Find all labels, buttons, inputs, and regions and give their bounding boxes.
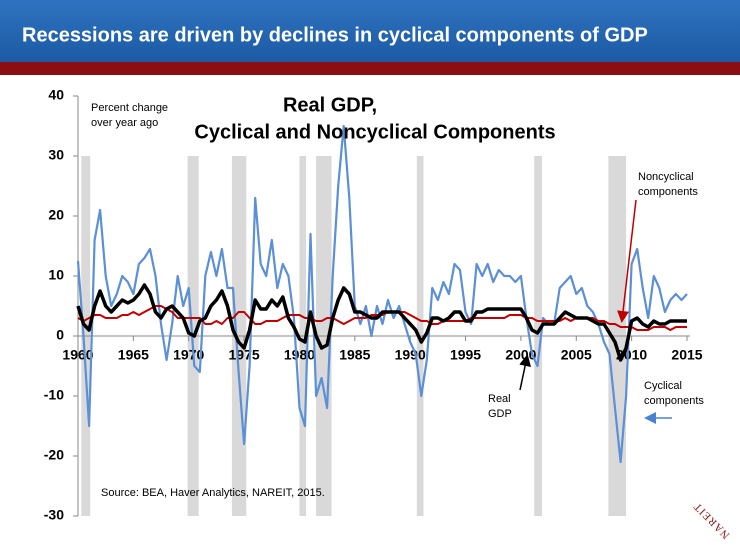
y-tick-label: -30	[44, 507, 64, 523]
arrow	[519, 354, 532, 391]
source: Source: BEA, Haver Analytics, NAREIT, 20…	[101, 487, 325, 499]
series-label: Real GDP	[488, 393, 514, 420]
y-tick-label: -20	[44, 447, 64, 463]
x-tick-label: 1980	[284, 347, 315, 363]
y-tick-label: 40	[48, 87, 64, 103]
chart-title: Real GDP,	[283, 94, 377, 116]
x-tick-label: 1985	[339, 347, 370, 363]
y-tick-label: -10	[44, 387, 64, 403]
y-tick-label: 0	[56, 327, 64, 343]
header-stripe	[0, 62, 740, 75]
x-tick-label: 1970	[173, 347, 204, 363]
logo: NAREIT	[691, 500, 732, 541]
y-label: over year ago	[91, 117, 158, 129]
y-label: Percent change	[91, 102, 168, 114]
x-tick-label: 1965	[118, 347, 149, 363]
x-tick-label: 1960	[62, 347, 93, 363]
y-tick-label: 20	[48, 207, 64, 223]
arrow	[617, 199, 637, 323]
series-line	[76, 283, 687, 362]
series-label: Noncyclical components	[638, 171, 698, 198]
header-bar	[0, 0, 740, 62]
x-tick-label: 1995	[450, 347, 481, 363]
series-line	[76, 124, 688, 464]
y-tick-label: 10	[48, 267, 64, 283]
x-tick-label: 2015	[671, 347, 702, 363]
chart-title: Cyclical and Noncyclical Components	[194, 121, 555, 143]
series-label: Cyclical components	[644, 380, 704, 407]
y-tick-label: 30	[48, 147, 64, 163]
slide-title: Recessions are driven by declines in cyc…	[22, 24, 648, 46]
x-tick-label: 2005	[561, 347, 592, 363]
x-tick-label: 1990	[395, 347, 426, 363]
